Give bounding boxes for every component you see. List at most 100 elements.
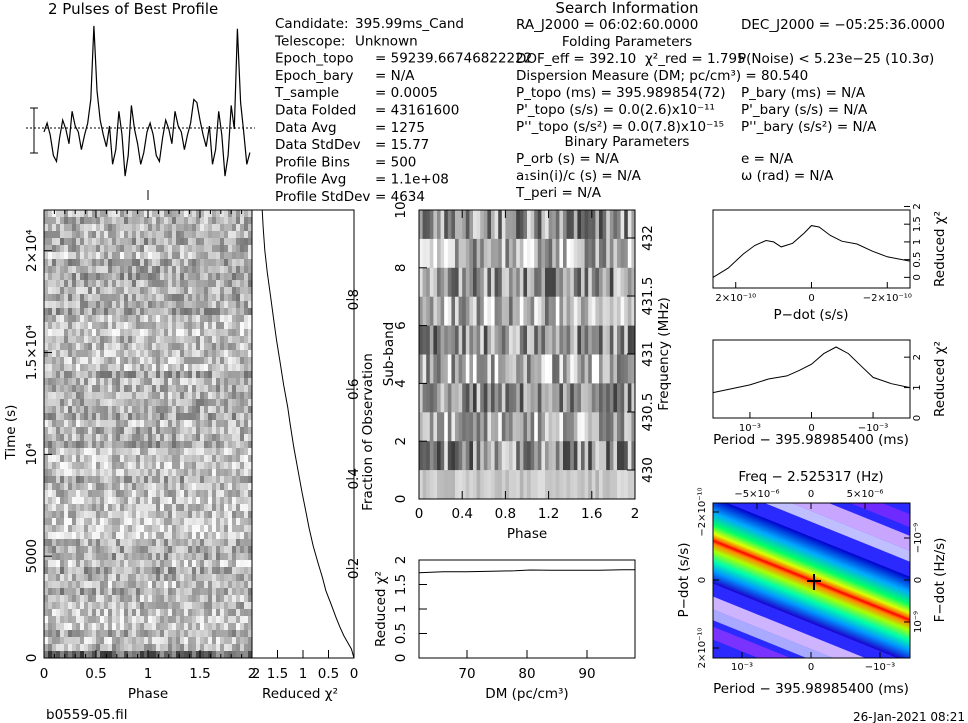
subband-cell	[462, 470, 467, 500]
time-phase-cell	[80, 483, 85, 491]
time-phase-cell	[232, 371, 237, 379]
time-phase-cell	[116, 525, 121, 533]
subband-cell	[609, 470, 614, 500]
time-phase-cell	[112, 301, 117, 309]
time-phase-cell	[156, 511, 161, 519]
pdot-period-ticks: 10⁻³ 0 −10⁻³−5×10⁻⁶ 0 5×10⁻⁶2×10⁻¹⁰0−2×10⁻¹⁰…	[697, 487, 924, 673]
chi2-time-ticks: 2 1.5 1 0.5 00.20.40.60.8	[251, 289, 362, 682]
subband-cell	[519, 210, 524, 240]
time-phase-cell	[212, 651, 217, 659]
time-phase-cell	[240, 427, 245, 435]
time-phase-cell	[216, 245, 221, 253]
time-phase-cell	[240, 224, 245, 232]
subband-cell	[480, 325, 485, 355]
time-phase-cell	[216, 602, 221, 610]
time-phase-cell	[56, 315, 61, 323]
time-phase-cell	[208, 224, 213, 232]
time-phase-cell	[68, 630, 73, 638]
time-phase-cell	[220, 553, 225, 561]
time-phase-cell	[96, 504, 101, 512]
info-label: Telescope:	[274, 33, 345, 49]
time-phase-cell	[104, 287, 109, 295]
time-phase-cell	[228, 490, 233, 498]
time-phase-cell	[72, 497, 77, 505]
time-phase-cell	[172, 294, 177, 302]
subband-cell	[620, 470, 625, 500]
time-phase-cell	[244, 588, 249, 596]
time-phase-cell	[100, 231, 105, 239]
time-phase-cell	[188, 546, 193, 554]
time-phase-cell	[64, 357, 69, 365]
time-phase-cell	[168, 609, 173, 617]
time-phase-cell	[180, 476, 185, 484]
time-phase-cell	[104, 266, 109, 274]
time-phase-cell	[124, 448, 129, 456]
time-phase-cell	[136, 280, 141, 288]
time-phase-cell	[172, 385, 177, 393]
subband-cell	[440, 325, 445, 355]
time-phase-cell	[112, 616, 117, 624]
time-phase-cell	[96, 308, 101, 316]
time-phase-cell	[76, 644, 81, 652]
time-phase-cell	[224, 441, 229, 449]
subband-cell	[487, 267, 492, 298]
time-phase-cell	[72, 273, 77, 281]
time-phase-cell	[136, 266, 141, 274]
subband-cell	[613, 441, 618, 471]
subband-cell	[444, 412, 449, 442]
time-phase-cell	[68, 287, 73, 295]
time-phase-cell	[132, 280, 137, 288]
time-phase-cell	[208, 399, 213, 407]
time-phase-cell	[128, 518, 133, 526]
time-phase-cell	[128, 546, 133, 554]
time-phase-cell	[188, 329, 193, 337]
time-phase-cell	[56, 259, 61, 267]
time-phase-cell	[88, 420, 93, 428]
time-phase-cell	[232, 448, 237, 456]
time-phase-cell	[236, 266, 241, 274]
time-phase-cell	[92, 483, 97, 491]
time-phase-cell	[220, 210, 225, 218]
time-phase-cell	[204, 630, 209, 638]
time-phase-cell	[164, 497, 169, 505]
subband-cell	[595, 296, 600, 326]
time-phase-cell	[72, 602, 77, 610]
time-phase-cell	[228, 420, 233, 428]
time-phase-cell	[188, 238, 193, 246]
subband-cell	[566, 441, 571, 471]
time-phase-cell	[108, 266, 113, 274]
time-phase-cell	[132, 259, 137, 267]
time-phase-cell	[184, 336, 189, 344]
time-phase-cell	[132, 441, 137, 449]
subband-cell	[624, 267, 629, 298]
time-phase-cell	[100, 357, 105, 365]
time-phase-cell	[92, 357, 97, 365]
time-phase-cell	[216, 301, 221, 309]
time-phase-cell	[216, 476, 221, 484]
time-phase-cell	[188, 336, 193, 344]
time-phase-cell	[184, 259, 189, 267]
subband-xlabel: Phase	[507, 526, 547, 542]
time-phase-cell	[84, 532, 89, 540]
time-phase-cell	[92, 546, 97, 554]
time-phase-cell	[160, 490, 165, 498]
time-phase-cell	[128, 273, 133, 281]
time-phase-cell	[220, 273, 225, 281]
time-phase-cell	[100, 427, 105, 435]
time-phase-cell	[44, 434, 49, 442]
time-phase-cell	[212, 462, 217, 470]
subband-cell	[519, 325, 524, 355]
time-phase-cell	[152, 455, 157, 463]
time-phase-cell	[180, 420, 185, 428]
time-phase-cell	[212, 315, 217, 323]
time-phase-cell	[100, 553, 105, 561]
time-phase-cell	[244, 630, 249, 638]
time-phase-cell	[88, 518, 93, 526]
time-phase-cell	[232, 252, 237, 260]
time-phase-cell	[172, 539, 177, 547]
time-phase-cell	[188, 539, 193, 547]
time-phase-cell	[80, 497, 85, 505]
time-phase-cell	[108, 217, 113, 225]
subband-cell	[534, 325, 539, 355]
time-phase-cell	[56, 413, 61, 421]
